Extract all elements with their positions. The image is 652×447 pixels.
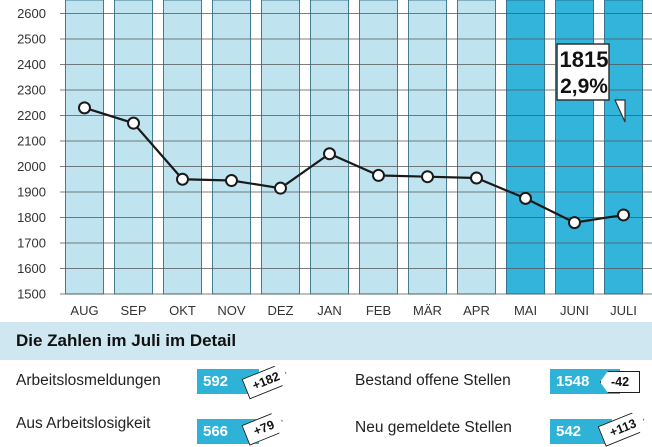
x-tick-feb: FEB: [366, 303, 391, 318]
point-sep: [127, 116, 140, 130]
column-maer: [408, 0, 447, 295]
callout-box: [556, 43, 610, 101]
column-aug: [65, 0, 104, 295]
column-feb: [359, 0, 398, 295]
column-dez: [261, 0, 300, 295]
column-nov: [212, 0, 251, 295]
point-maer: [421, 170, 434, 184]
line-chart: 1500 1600 1700 1800 1900 2000 2100 2200 2300 2400…: [17, 0, 652, 318]
x-tick-nov: NOV: [217, 303, 246, 318]
y-tick-2500: 2500: [17, 32, 46, 47]
y-tick-1700: 1700: [17, 236, 46, 251]
point-jan: [323, 147, 336, 161]
y-tick-2300: 2300: [17, 83, 46, 98]
point-juni: [568, 216, 581, 230]
x-tick-sep: SEP: [120, 303, 146, 318]
delta-bestand-offene-stellen: -42: [600, 371, 640, 393]
value-callout: 1815 2,9%: [556, 43, 626, 123]
column-okt: [163, 0, 202, 295]
column-apr: [457, 0, 496, 295]
point-feb: [372, 168, 385, 182]
y-tick-2000: 2000: [17, 159, 46, 174]
x-tick-mai: MAI: [514, 303, 537, 318]
label-aus-arbeitslosigkeit: Aus Arbeitslosigkeit: [16, 415, 151, 432]
label-neu-gemeldete-stellen: Neu gemeldete Stellen: [355, 419, 512, 436]
y-tick-2100: 2100: [17, 134, 46, 149]
y-tick-2200: 2200: [17, 108, 46, 123]
delta-aus-arbeitslosigkeit: +79: [241, 410, 286, 445]
x-tick-juni: JUNI: [560, 303, 589, 318]
point-nov: [225, 174, 238, 188]
y-tick-1900: 1900: [17, 185, 46, 200]
series-line: [84, 106, 624, 224]
x-tick-jan: JAN: [317, 303, 342, 318]
detail-title: Die Zahlen im Juli im Detail: [16, 331, 237, 350]
x-tick-juli: JULI: [610, 303, 637, 318]
y-tick-1600: 1600: [17, 261, 46, 276]
detail-header: Die Zahlen im Juli im Detail: [0, 322, 652, 360]
point-dez: [274, 181, 287, 195]
point-okt: [176, 172, 189, 186]
delta-neu-gemeldete-stellen: +113: [598, 409, 649, 447]
x-tick-apr: APR: [463, 303, 490, 318]
point-juli: [617, 208, 630, 222]
column-mai: [506, 0, 545, 295]
y-tick-1500: 1500: [17, 287, 46, 302]
y-tick-2400: 2400: [17, 57, 46, 72]
column-sep: [114, 0, 153, 295]
x-tick-dez: DEZ: [268, 303, 294, 318]
callout-value: 1815: [560, 47, 609, 72]
label-arbeitslosmeldungen: Arbeitslosmeldungen: [16, 372, 161, 389]
point-aug: [78, 101, 91, 115]
x-tick-maer: MÄR: [413, 303, 442, 318]
point-apr: [470, 171, 483, 185]
label-bestand-offene-stellen: Bestand offene Stellen: [355, 372, 511, 389]
callout-percent: 2,9%: [560, 75, 608, 98]
column-juli: [604, 0, 643, 295]
x-tick-okt: OKT: [169, 303, 196, 318]
point-mai: [519, 191, 532, 205]
y-tick-2600: 2600: [17, 6, 46, 21]
y-tick-1800: 1800: [17, 210, 46, 225]
column-jan: [310, 0, 349, 295]
callout-pointer: [614, 99, 626, 123]
x-tick-aug: AUG: [70, 303, 98, 318]
